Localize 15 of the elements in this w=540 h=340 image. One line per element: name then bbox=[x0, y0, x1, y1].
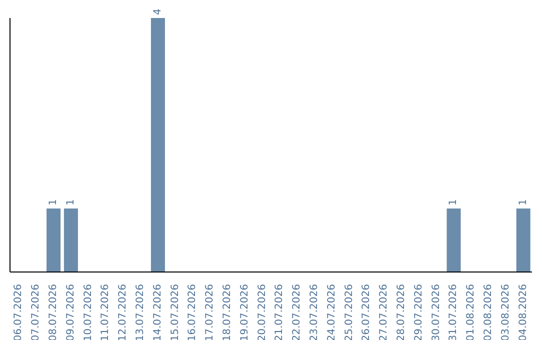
x-tick-label: 11.07.2026 bbox=[100, 284, 112, 340]
data-label: 1 bbox=[518, 199, 529, 206]
x-tick-label: 17.07.2026 bbox=[204, 284, 216, 340]
x-tick-label: 13.07.2026 bbox=[135, 284, 146, 340]
x-tick-label: 19.07.2026 bbox=[239, 284, 250, 340]
data-label: 1 bbox=[65, 199, 76, 206]
x-tick-label: 12.07.2026 bbox=[118, 284, 129, 340]
x-tick-label: 15.07.2026 bbox=[170, 284, 181, 340]
x-tick-label: 18.07.2026 bbox=[222, 284, 233, 340]
x-tick-label: 16.07.2026 bbox=[187, 284, 198, 340]
data-label: 1 bbox=[448, 199, 460, 206]
x-tick-label: 10.07.2026 bbox=[82, 284, 94, 340]
data-label: 4 bbox=[152, 8, 164, 15]
data-label: 1 bbox=[48, 199, 60, 206]
x-tick-label: 14.07.2026 bbox=[152, 284, 164, 340]
